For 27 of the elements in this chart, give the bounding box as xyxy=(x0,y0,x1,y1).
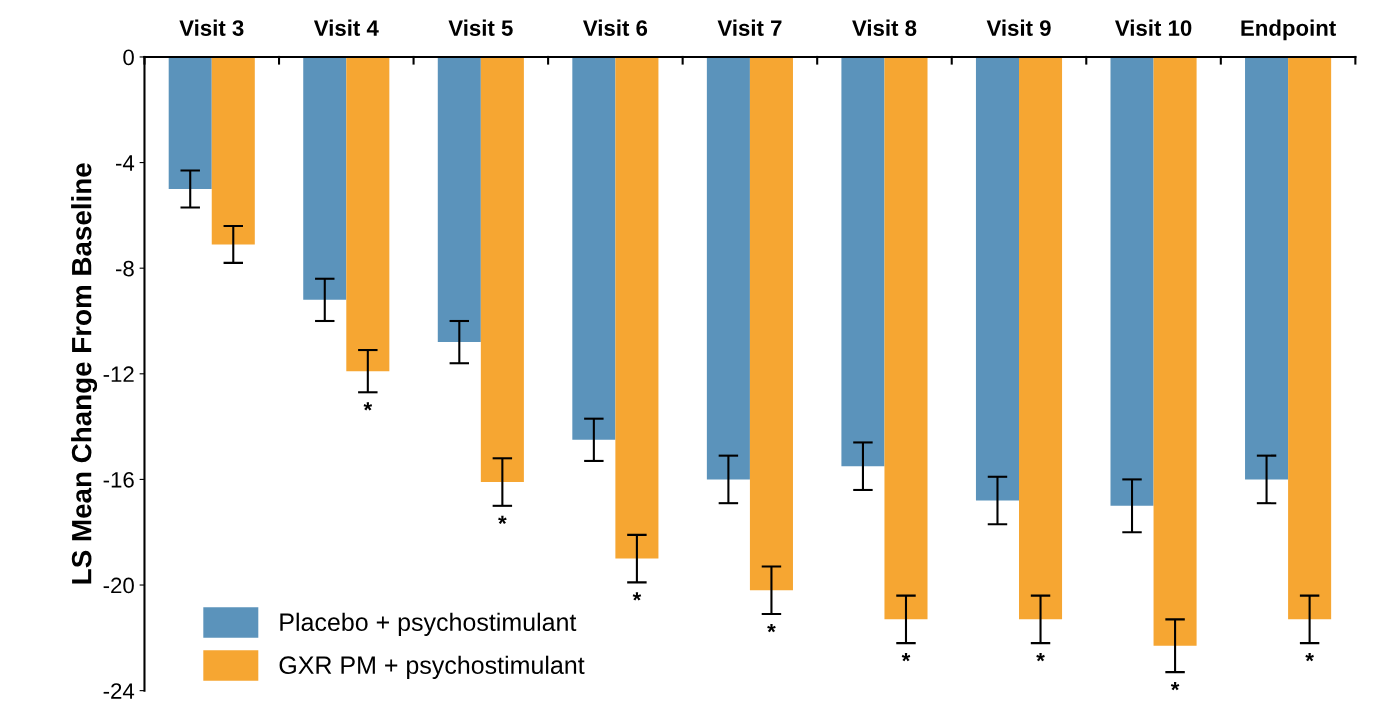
annotation: * xyxy=(1036,653,1045,662)
x-tick-label: Visit 4 xyxy=(313,19,379,36)
annotation: * xyxy=(1305,653,1314,662)
x-tick-label: Visit 8 xyxy=(852,19,917,36)
legend-label: Placebo + psychostimulant xyxy=(280,612,577,636)
annotation: * xyxy=(498,515,507,524)
x-tick-label: Visit 5 xyxy=(448,19,513,36)
x-tick-label: Visit 10 xyxy=(1114,19,1192,36)
y-tick-label: 0 xyxy=(123,49,134,66)
x-tick-label: Visit 6 xyxy=(583,19,648,36)
annotation: * xyxy=(363,402,373,411)
annotation: * xyxy=(767,623,776,633)
x-tick-label: Visit 3 xyxy=(179,19,244,36)
annotation: * xyxy=(1170,682,1180,691)
y-tick-label: -20 xyxy=(103,577,134,594)
annotation: * xyxy=(901,653,911,662)
x-tick-label: Visit 9 xyxy=(986,19,1051,36)
x-tick-label: Endpoint xyxy=(1241,19,1336,41)
y-tick-label: -8 xyxy=(115,260,134,277)
y-tick-label: -24 xyxy=(103,683,135,699)
y-axis-title: LS Mean Change From Baseline xyxy=(71,163,98,584)
legend-label: GXR PM + psychostimulant xyxy=(279,655,585,679)
y-tick-label: -12 xyxy=(103,366,134,382)
y-tick-label: -16 xyxy=(103,471,134,488)
annotation: * xyxy=(632,592,642,601)
y-tick-label: -4 xyxy=(115,155,135,171)
x-tick-label: Visit 7 xyxy=(717,19,782,36)
